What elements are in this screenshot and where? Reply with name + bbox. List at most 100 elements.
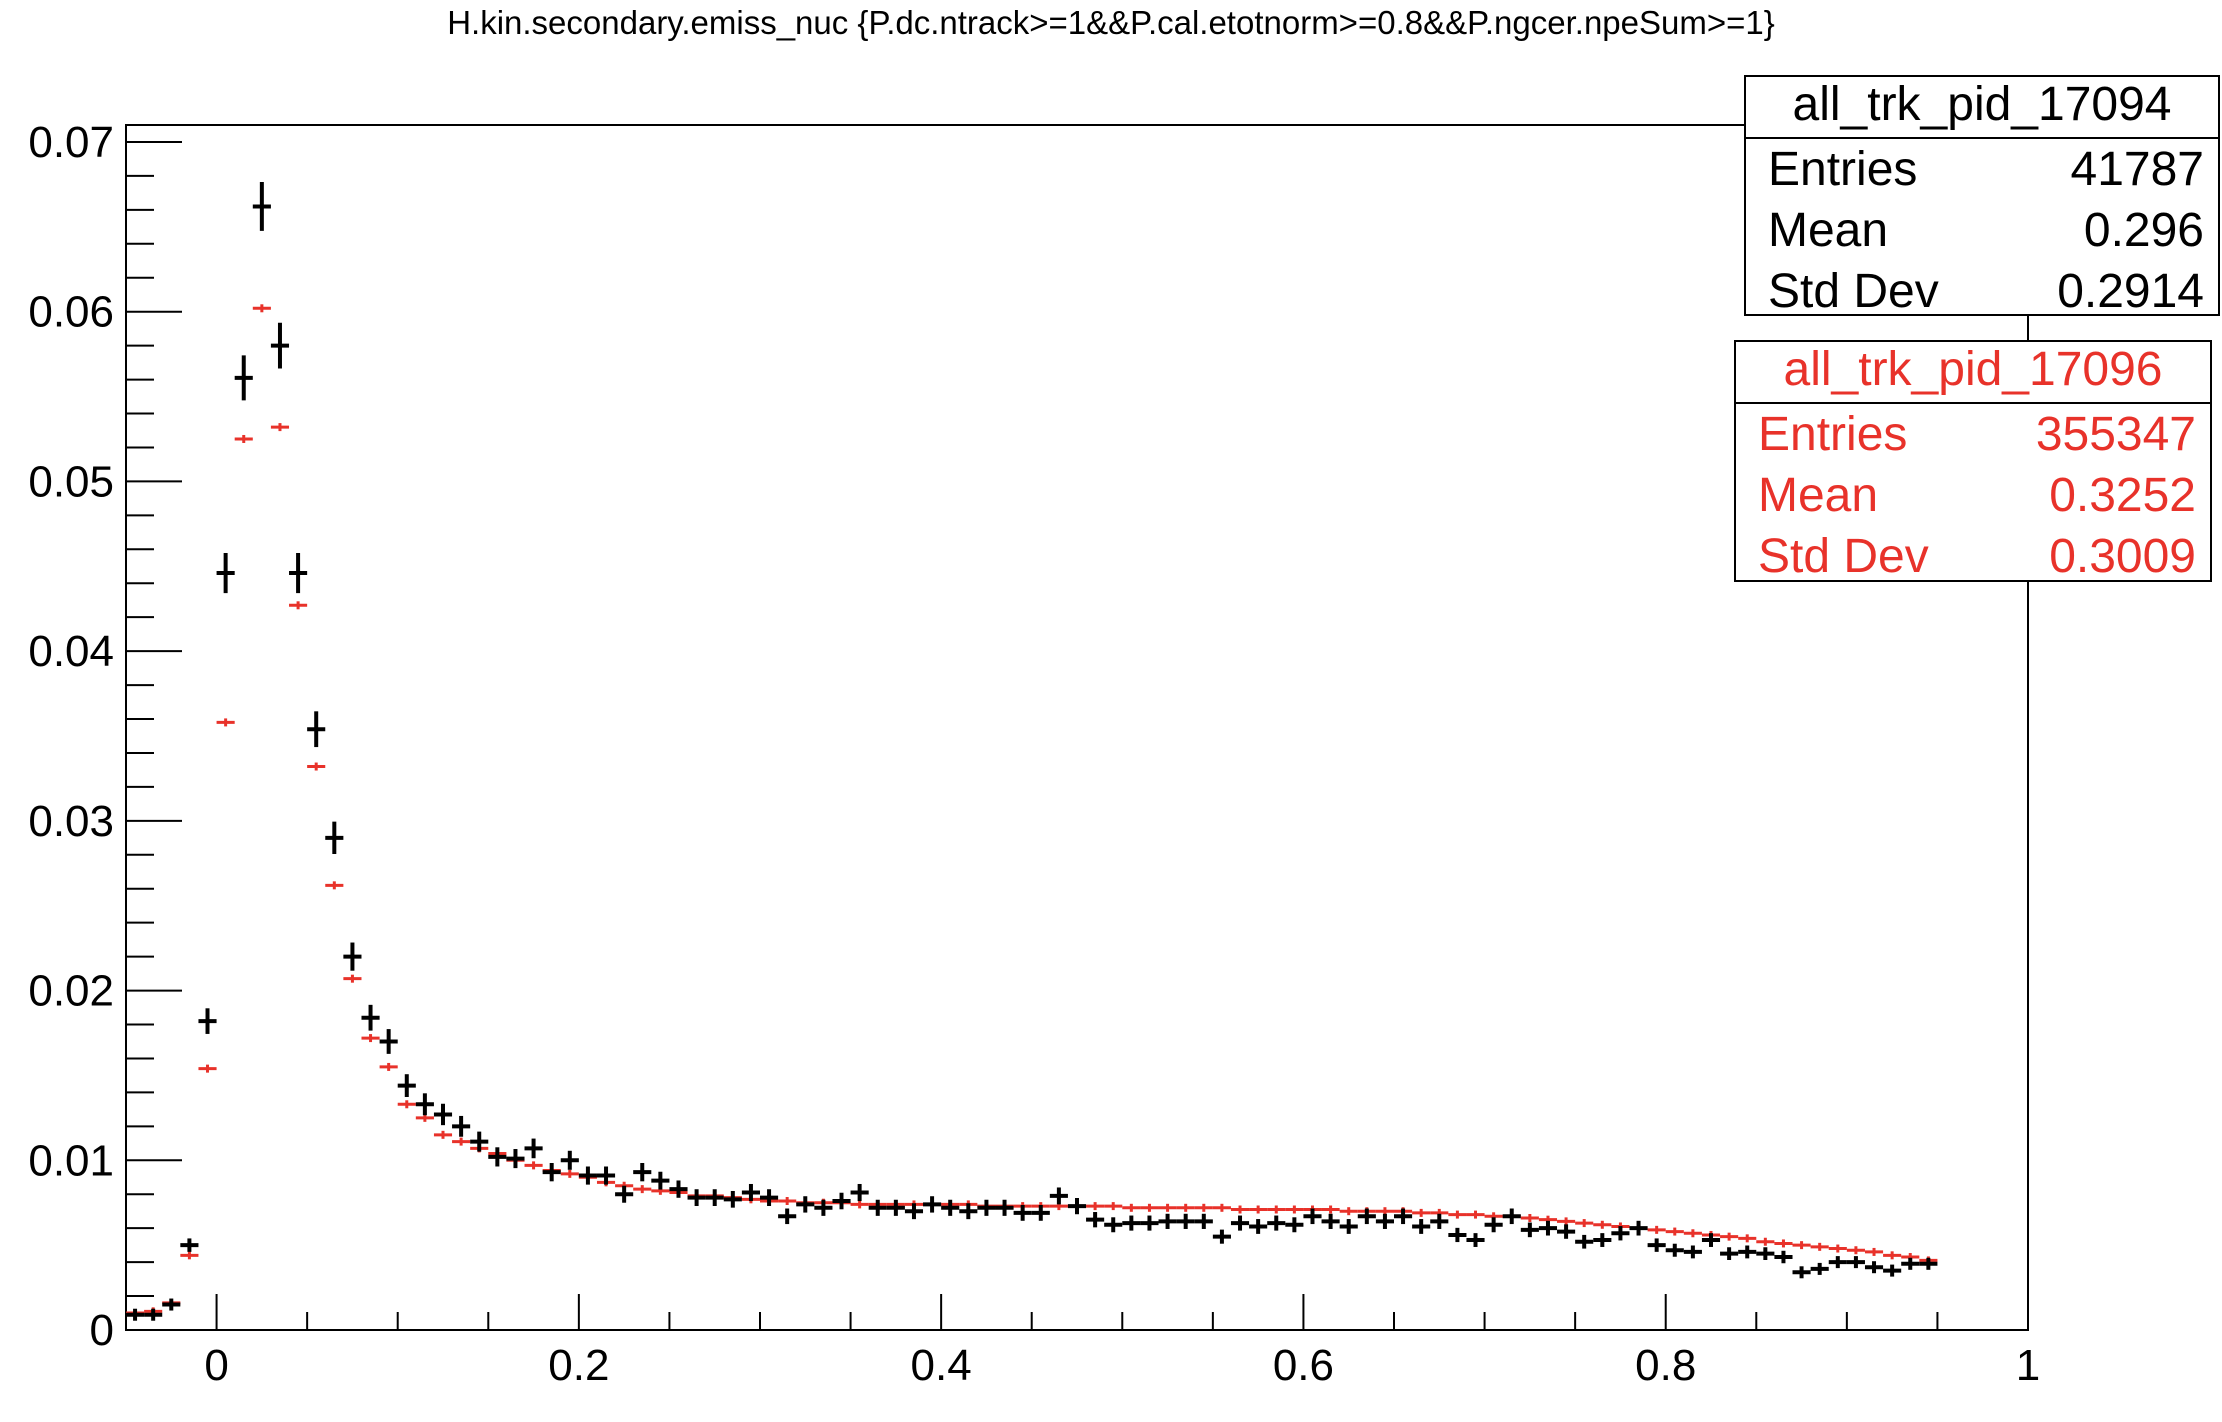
data-point-17094 bbox=[741, 1183, 760, 1202]
data-point-17094 bbox=[1774, 1250, 1793, 1264]
data-point-17094 bbox=[578, 1166, 597, 1185]
data-point-17094 bbox=[1828, 1256, 1847, 1269]
data-point-17096 bbox=[379, 1062, 398, 1071]
x-tick-label: 0 bbox=[204, 1341, 228, 1390]
data-point-17094 bbox=[760, 1189, 779, 1207]
stats-label: Entries bbox=[1758, 408, 1908, 461]
data-point-17094 bbox=[977, 1199, 996, 1216]
data-point-17094 bbox=[198, 1008, 217, 1034]
y-tick-label: 0.07 bbox=[28, 118, 114, 167]
data-point-17094 bbox=[1738, 1245, 1757, 1259]
data-point-17094 bbox=[307, 711, 326, 748]
data-point-17094 bbox=[1013, 1205, 1032, 1221]
stats-label: Entries bbox=[1768, 143, 1918, 196]
data-point-17094 bbox=[180, 1238, 199, 1252]
data-point-17094 bbox=[1701, 1233, 1721, 1247]
plot-title: H.kin.secondary.emiss_nuc {P.dc.ntrack>=… bbox=[447, 4, 1775, 41]
plot-frame bbox=[125, 124, 2029, 1331]
data-point-17096 bbox=[850, 1200, 869, 1209]
y-tick-label: 0.03 bbox=[28, 797, 114, 846]
data-point-17094 bbox=[361, 1004, 380, 1031]
data-point-17094 bbox=[1792, 1266, 1811, 1279]
data-point-17094 bbox=[1212, 1229, 1231, 1244]
histogram-series bbox=[126, 182, 1938, 1321]
data-point-17094 bbox=[615, 1185, 634, 1203]
data-point-17094 bbox=[1593, 1233, 1612, 1247]
data-point-17096 bbox=[1122, 1203, 1141, 1212]
data-point-17094 bbox=[1267, 1215, 1286, 1231]
data-point-17094 bbox=[1049, 1187, 1068, 1205]
data-point-17094 bbox=[1067, 1197, 1087, 1215]
data-point-17094 bbox=[1430, 1213, 1449, 1229]
data-point-17094 bbox=[886, 1199, 905, 1216]
data-point-17094 bbox=[1538, 1220, 1558, 1236]
data-point-17094 bbox=[705, 1189, 724, 1207]
data-point-17094 bbox=[1629, 1220, 1648, 1236]
data-point-17096 bbox=[198, 1064, 217, 1073]
stats-row-entries: Entries 41787 bbox=[1746, 139, 2218, 200]
data-point-17096 bbox=[270, 423, 290, 432]
data-point-17094 bbox=[1520, 1222, 1539, 1238]
data-point-17096 bbox=[1593, 1220, 1612, 1229]
data-point-17094 bbox=[850, 1183, 869, 1202]
data-point-17094 bbox=[343, 942, 362, 971]
data-point-17094 bbox=[162, 1298, 181, 1311]
data-point-17094 bbox=[959, 1203, 978, 1220]
data-point-17094 bbox=[1285, 1217, 1304, 1233]
data-point-17094 bbox=[1665, 1243, 1684, 1257]
plot-border bbox=[125, 124, 2029, 1331]
data-point-17096 bbox=[1828, 1244, 1847, 1253]
stats-row-mean: Mean 0.3252 bbox=[1736, 465, 2210, 526]
data-point-17096 bbox=[1846, 1246, 1865, 1255]
data-point-17094 bbox=[524, 1138, 543, 1159]
data-point-17094 bbox=[1086, 1212, 1105, 1228]
data-point-17094 bbox=[1647, 1238, 1666, 1252]
data-point-17096 bbox=[1339, 1207, 1358, 1216]
data-point-17094 bbox=[1557, 1224, 1576, 1239]
data-point-17094 bbox=[1158, 1213, 1177, 1229]
stats-label: Mean bbox=[1758, 469, 1879, 522]
data-point-17096 bbox=[1792, 1241, 1811, 1250]
data-point-17094 bbox=[923, 1196, 942, 1213]
stats-value: 0.3009 bbox=[2049, 530, 2196, 583]
data-point-17094 bbox=[1883, 1264, 1902, 1277]
data-point-17096 bbox=[1575, 1219, 1594, 1228]
stats-value: 355347 bbox=[2035, 408, 2196, 461]
stats-row-stddev: Std Dev 0.2914 bbox=[1746, 261, 2218, 322]
data-point-17094 bbox=[433, 1103, 453, 1126]
stats-value: 0.296 bbox=[2083, 204, 2204, 257]
stats-label: Std Dev bbox=[1768, 265, 1939, 318]
data-point-17094 bbox=[1104, 1217, 1123, 1233]
data-point-17096 bbox=[1158, 1203, 1177, 1212]
data-point-17094 bbox=[1249, 1219, 1268, 1234]
data-point-17096 bbox=[252, 304, 271, 313]
data-point-17096 bbox=[216, 718, 235, 727]
data-point-17094 bbox=[687, 1189, 706, 1207]
data-point-17096 bbox=[1104, 1202, 1123, 1211]
data-point-17094 bbox=[633, 1163, 652, 1182]
data-point-17094 bbox=[1919, 1257, 1938, 1270]
data-point-17096 bbox=[325, 881, 344, 890]
data-point-17096 bbox=[1883, 1251, 1902, 1260]
data-point-17096 bbox=[361, 1034, 380, 1043]
data-point-17094 bbox=[488, 1147, 507, 1167]
data-point-17096 bbox=[1176, 1203, 1195, 1212]
data-point-17096 bbox=[1683, 1229, 1702, 1238]
data-point-17094 bbox=[289, 552, 308, 594]
x-tick-label: 0.8 bbox=[1635, 1341, 1696, 1390]
data-point-17096 bbox=[1774, 1239, 1793, 1248]
data-point-17096 bbox=[1864, 1247, 1884, 1256]
data-point-17096 bbox=[452, 1137, 471, 1146]
data-point-17096 bbox=[1557, 1217, 1576, 1226]
data-point-17094 bbox=[1230, 1215, 1250, 1231]
stats-row-entries: Entries 355347 bbox=[1736, 404, 2210, 465]
data-point-17094 bbox=[1122, 1215, 1141, 1231]
data-point-17096 bbox=[234, 434, 253, 443]
data-point-17094 bbox=[1140, 1215, 1159, 1231]
y-tick-label: 0.01 bbox=[28, 1136, 114, 1185]
data-point-17094 bbox=[415, 1093, 434, 1116]
y-tick-label: 0.04 bbox=[28, 627, 114, 676]
stats-box-17094: all_trk_pid_17094 Entries 41787 Mean 0.2… bbox=[1744, 75, 2220, 318]
data-point-17094 bbox=[1901, 1257, 1920, 1270]
data-point-17094 bbox=[1303, 1208, 1322, 1225]
